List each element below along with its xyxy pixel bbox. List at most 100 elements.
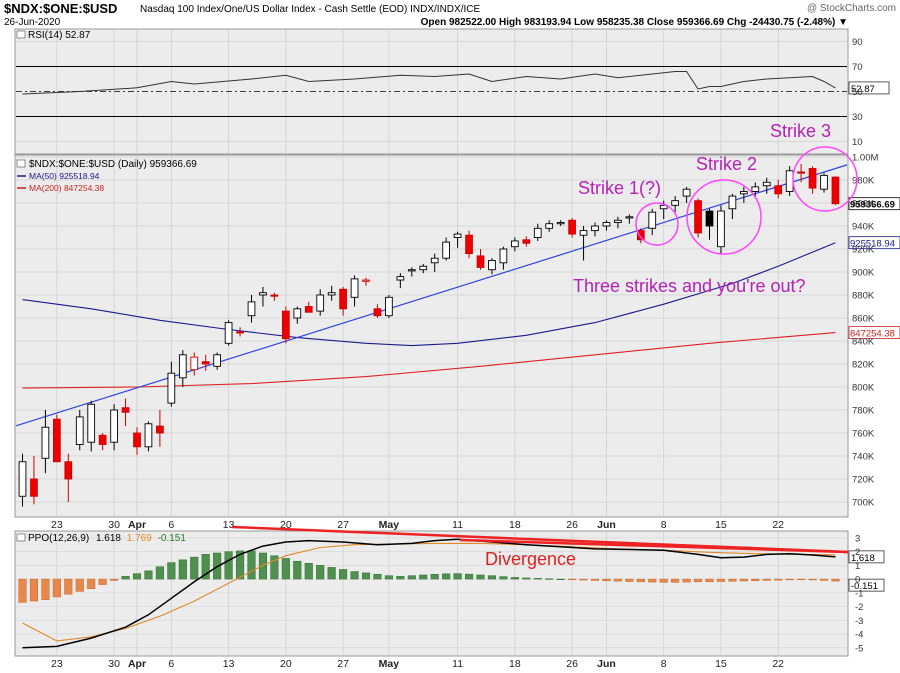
ppo-hist-bar [430,574,439,580]
candle [316,289,325,316]
three-strikes-text: Three strikes and you're out? [573,276,806,296]
rsi-layer: 52.87 [22,71,890,95]
candle [774,180,783,199]
ppo-tag-text: -0.151 [851,581,878,592]
candle [705,208,714,240]
candle-body [740,191,748,195]
candle-body [705,210,714,227]
rsi-tag-text: 52.87 [851,84,875,95]
x-axis-label: May [379,658,400,670]
x-axis-label: 6 [168,519,174,531]
candle-body [396,276,405,281]
candle-body [293,308,302,319]
ppo-y-tick: -1 [855,588,863,599]
candle-body [64,461,73,480]
ppo-hist-bar [579,578,588,581]
strike3-circle [792,146,858,212]
candle [442,237,451,261]
x-axis-label: 8 [661,519,667,531]
strike3-text: Strike 3 [770,121,831,141]
x-axis-label: May [379,519,400,531]
candle-body [98,434,107,445]
candle [75,410,84,451]
ppo-hist-bar [533,578,542,580]
candle [533,223,542,241]
candle-body [797,171,805,174]
legend-entry: MA(50) 925518.94 [29,171,100,181]
rsi-label-text: RSI(14) 52.87 [28,30,91,41]
ppo-hist-bar [625,578,634,582]
price-tag-box [848,326,900,340]
ppo-hist-bar [327,567,336,580]
candle [751,182,760,199]
candle [156,410,164,447]
price-y-tick: 760K [852,429,875,440]
candle-body [499,248,508,264]
ppo-y-tick: -4 [855,630,863,641]
price-tag-text: 925518.94 [850,239,895,250]
candle-body [121,407,130,413]
rsi-line [22,71,836,95]
legend-entry: MA(200) 847254.38 [29,183,104,193]
candle-body [762,181,771,187]
candle [488,258,496,275]
ppo-hist-bar [52,578,61,598]
ppo-hist-bar [121,576,130,580]
candle [728,193,737,220]
candle [717,205,725,254]
candle-body [247,301,256,317]
ppo-hist-bar [453,573,462,580]
rsi-y-tick: 50 [852,87,863,98]
price-y-tick: 900K [852,268,875,279]
ppo-y-tick: 2 [855,547,860,558]
candle-body [556,222,565,225]
candle-body [808,168,817,189]
ppo-hist-bar [636,578,645,583]
candle-body [465,234,473,255]
candle-body [511,240,519,248]
candle-body [110,409,118,443]
candle-body [522,239,531,244]
ppo-hist-bar [682,578,691,583]
annotations: Strike 1(?) Strike 2 Strike 3 Three stri… [231,121,858,569]
ppo-hist-bar [18,578,27,603]
candle-body [30,478,38,497]
price-y-tick: 740K [852,452,875,463]
x-axis-label: 22 [772,519,784,531]
ma200-line [22,332,836,389]
ppo-hist-bar [110,578,119,581]
ppo-hist-bar [316,565,325,580]
price-y-tick: 800K [852,383,875,394]
ppo-hist-bar [224,551,233,580]
candle-body [18,461,27,497]
candle [236,327,244,337]
candle-body [362,279,370,282]
candle-body [53,418,61,463]
candle-body [682,188,691,197]
price-y-tick: 960K [852,199,875,210]
ppo-y-tick: 0 [855,575,860,586]
x-axis-label: 30 [108,519,120,531]
candle [453,231,462,248]
ppo-hist-bar [41,578,50,600]
candle-body [282,310,290,340]
candle-body [614,219,622,223]
x-axis-label: 15 [715,519,727,531]
candle-body [568,219,576,235]
candle-body [339,288,347,310]
candle [602,220,611,231]
x-axis-label: Apr [128,658,146,670]
ppo-hist-bar [167,562,176,580]
candle [614,216,622,229]
x-axis-label: Jun [597,658,616,670]
candle [465,230,473,259]
ppo-hist-bar [98,578,107,585]
candle-body [41,426,50,459]
ppo-hist-bar [568,578,577,580]
candle [18,453,27,507]
ppo-hist-bar [293,560,302,580]
x-axis-label: 30 [108,658,120,670]
candle [190,352,199,376]
candle-body [236,331,244,334]
